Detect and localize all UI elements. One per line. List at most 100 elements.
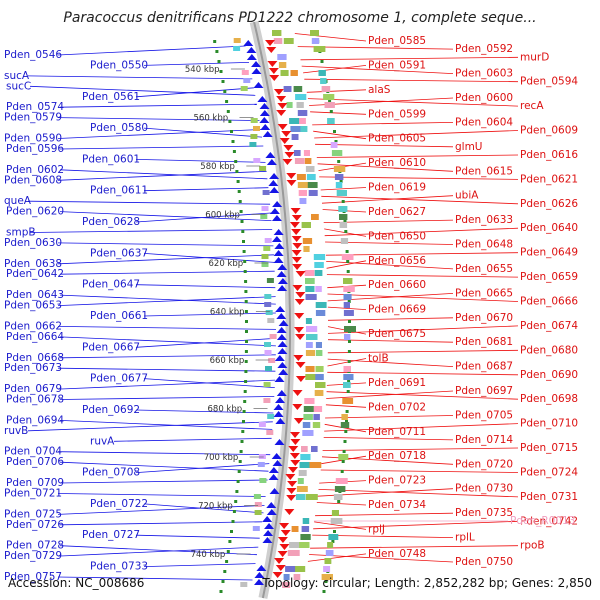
right-gene-label[interactable]: Pden_0670 (455, 312, 513, 324)
right-gene-label[interactable]: Pden_0680 (520, 344, 578, 356)
right-gene-label[interactable]: Pden_0619 (368, 182, 426, 194)
left-gene-label[interactable]: Pden_0580 (90, 122, 148, 134)
right-gene-label[interactable]: Pden_0691 (368, 377, 426, 389)
right-gene-label[interactable]: Pden_0656 (368, 255, 426, 267)
left-gene-label[interactable]: Pden_0628 (82, 216, 140, 228)
right-gene-label[interactable]: Pden_0615 (455, 165, 513, 177)
left-gene-label[interactable]: Pden_0668 (6, 352, 64, 364)
left-gene-label[interactable]: Pden_0706 (6, 456, 64, 468)
right-gene-label[interactable]: Pden_0711 (368, 426, 426, 438)
left-gene-label[interactable]: Pden_0757 (4, 571, 62, 583)
right-gene-label[interactable]: Pden_0734 (368, 499, 426, 511)
left-gene-label[interactable]: Pden_0642 (6, 268, 64, 280)
right-gene-label[interactable]: Pden_0600 (455, 92, 513, 104)
right-gene-label[interactable]: Pden_0649 (520, 247, 578, 259)
right-gene-label[interactable]: Pden_0604 (455, 116, 513, 128)
right-gene-label[interactable]: Pden_0715 (520, 442, 578, 454)
left-gene-label[interactable]: Pden_0653 (4, 300, 62, 312)
left-gene-label[interactable]: Pden_0729 (4, 550, 62, 562)
left-gene-label[interactable]: Pden_0704 (4, 446, 62, 458)
right-gene-label[interactable]: Pden_0710 (520, 418, 578, 430)
left-gene-label[interactable]: Pden_0574 (6, 101, 64, 113)
pseudogene-label[interactable]: Pden_R0013 (510, 515, 575, 527)
right-gene-label[interactable]: Pden_0720 (455, 458, 513, 470)
right-gene-label[interactable]: Pden_0730 (455, 483, 513, 495)
right-gene-label[interactable]: Pden_0687 (455, 361, 513, 373)
right-gene-label[interactable]: Pden_0621 (520, 173, 578, 185)
right-gene-label[interactable]: Pden_0660 (368, 279, 426, 291)
left-gene-label[interactable]: Pden_0722 (90, 498, 148, 510)
left-gene-label[interactable]: sucC (6, 80, 31, 92)
left-gene-label[interactable]: Pden_0667 (82, 341, 140, 353)
left-gene-label[interactable]: Pden_0602 (6, 164, 64, 176)
right-gene-label[interactable]: Pden_0718 (368, 450, 426, 462)
right-gene-label[interactable]: Pden_0705 (455, 410, 513, 422)
left-gene-label[interactable]: Pden_0608 (4, 174, 62, 186)
left-gene-label[interactable]: Pden_0727 (82, 529, 140, 541)
right-gene-label[interactable]: Pden_0585 (368, 35, 426, 47)
right-gene-label[interactable]: Pden_0599 (368, 108, 426, 120)
left-gene-label[interactable]: Pden_0709 (6, 477, 64, 489)
right-gene-label[interactable]: Pden_0735 (455, 507, 513, 519)
right-gene-label[interactable]: murD (520, 51, 549, 63)
left-gene-label[interactable]: Pden_0679 (4, 383, 62, 395)
right-gene-label[interactable]: Pden_0698 (520, 393, 578, 405)
left-gene-label[interactable]: Pden_0550 (90, 59, 148, 71)
right-gene-label[interactable]: Pden_0640 (520, 222, 578, 234)
left-gene-label[interactable]: Pden_0726 (6, 519, 64, 531)
right-gene-label[interactable]: alaS (368, 84, 391, 96)
right-gene-label[interactable]: Pden_0659 (520, 271, 578, 283)
left-gene-label[interactable]: Pden_0561 (82, 91, 140, 103)
left-gene-label[interactable]: Pden_0664 (6, 331, 64, 343)
left-gene-label[interactable]: sucA (4, 70, 30, 82)
left-gene-label[interactable]: Pden_0643 (6, 289, 64, 301)
right-gene-label[interactable]: Pden_0666 (520, 296, 578, 308)
right-gene-label[interactable]: Pden_0750 (455, 556, 513, 568)
right-gene-label[interactable]: Pden_0681 (455, 336, 513, 348)
left-gene-label[interactable]: Pden_0590 (4, 133, 62, 145)
right-gene-label[interactable]: Pden_0591 (368, 59, 426, 71)
left-gene-label[interactable]: Pden_0725 (4, 508, 62, 520)
left-gene-label[interactable]: Pden_0630 (4, 237, 62, 249)
right-gene-label[interactable]: Pden_0674 (520, 320, 578, 332)
right-gene-label[interactable]: Pden_0742 (520, 515, 578, 527)
left-gene-label[interactable]: Pden_0673 (4, 362, 62, 374)
left-gene-label[interactable]: Pden_0721 (4, 488, 62, 500)
right-gene-label[interactable]: Pden_0603 (455, 68, 513, 80)
right-gene-label[interactable]: Pden_0594 (520, 76, 578, 88)
right-gene-label[interactable]: Pden_0627 (368, 206, 426, 218)
right-gene-label[interactable]: rplL (455, 532, 475, 544)
left-gene-label[interactable]: Pden_0677 (90, 373, 148, 385)
left-gene-label[interactable]: Pden_0637 (90, 247, 148, 259)
left-gene-label[interactable]: Pden_0611 (90, 185, 148, 197)
right-gene-label[interactable]: Pden_0724 (520, 467, 578, 479)
left-gene-label[interactable]: smpB (6, 227, 36, 239)
right-gene-label[interactable]: Pden_0675 (368, 328, 426, 340)
right-gene-label[interactable]: recA (520, 100, 544, 112)
right-gene-label[interactable]: Pden_0714 (455, 434, 513, 446)
right-gene-label[interactable]: Pden_0633 (455, 214, 513, 226)
left-gene-label[interactable]: Pden_0620 (6, 206, 64, 218)
right-gene-label[interactable]: Pden_0723 (368, 475, 426, 487)
left-gene-label[interactable]: Pden_0733 (90, 561, 148, 573)
left-gene-label[interactable]: Pden_0692 (82, 404, 140, 416)
left-gene-label[interactable]: Pden_0579 (4, 112, 62, 124)
right-gene-label[interactable]: Pden_0616 (520, 149, 578, 161)
right-gene-label[interactable]: tolB (368, 353, 389, 365)
left-gene-label[interactable]: ruvB (4, 425, 28, 437)
left-gene-label[interactable]: Pden_0638 (4, 258, 62, 270)
left-gene-label[interactable]: Pden_0662 (4, 320, 62, 332)
left-gene-label[interactable]: queA (4, 195, 32, 207)
right-gene-label[interactable]: rplJ (368, 523, 385, 535)
right-gene-label[interactable]: Pden_0690 (520, 369, 578, 381)
right-gene-label[interactable]: Pden_0650 (368, 230, 426, 242)
left-gene-label[interactable]: ruvA (90, 435, 115, 447)
right-gene-label[interactable]: Pden_0702 (368, 401, 426, 413)
right-gene-label[interactable]: Pden_0655 (455, 263, 513, 275)
right-gene-label[interactable]: Pden_0626 (520, 198, 578, 210)
right-gene-label[interactable]: rpoB (520, 540, 545, 552)
left-gene-label[interactable]: Pden_0601 (82, 153, 140, 165)
left-gene-label[interactable]: Pden_0694 (6, 414, 64, 426)
left-gene-label[interactable]: Pden_0708 (82, 467, 140, 479)
right-gene-label[interactable]: Pden_0697 (455, 385, 513, 397)
